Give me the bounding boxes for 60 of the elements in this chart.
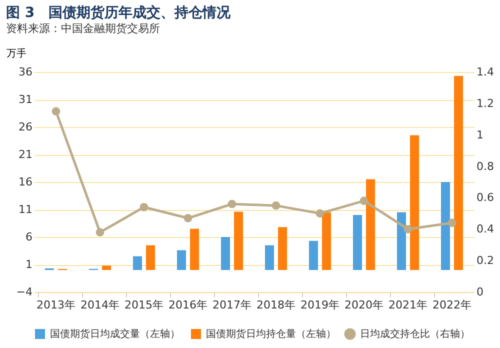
point [96, 228, 104, 236]
point [448, 218, 456, 228]
y-tick-label: 26 [18, 120, 32, 134]
point [360, 196, 368, 206]
bar [410, 135, 420, 270]
x-tick-label: 2017年 [212, 298, 252, 312]
y2-tick-label: 0.8 [476, 160, 494, 173]
point [140, 202, 148, 212]
y-tick-label: 31 [18, 93, 32, 106]
y2-tick-label: 0.2 [476, 254, 494, 268]
bar [220, 237, 230, 270]
text: 资料来源：中国金融期货交易所 [6, 22, 160, 35]
x-tick-label: 2020年 [344, 298, 384, 312]
bar [132, 256, 142, 270]
point [404, 224, 412, 234]
y-axis-title: 万手 [6, 48, 26, 60]
point [184, 214, 192, 222]
y2-tick-label: 0.6 [476, 191, 494, 204]
y-tick-label: 11 [18, 203, 32, 216]
legend-label: 日均成交持仓比（右轴） [360, 328, 470, 340]
bar [102, 266, 112, 270]
x-tick-label: 2016年 [168, 298, 208, 312]
x-tick-label: 2014年 [80, 298, 120, 312]
legend-label: 国债期货日均成交量（左轴） [50, 328, 180, 340]
bar [440, 182, 450, 270]
point [272, 201, 280, 210]
y2-tick-label: 1.4 [476, 66, 494, 78]
y-tick-label: 36 [18, 66, 32, 78]
y2-tick-label: 1 [476, 128, 484, 142]
bar [308, 240, 318, 270]
point [52, 107, 60, 116]
point [316, 209, 324, 218]
y2-tick-label: 0 [476, 286, 484, 298]
bar [234, 212, 244, 270]
x-tick-label: 2015年 [124, 298, 164, 312]
bar [352, 215, 362, 270]
x-tick-label: 2018年 [256, 298, 296, 312]
point [228, 200, 236, 208]
bar [396, 212, 406, 270]
bar [278, 227, 288, 270]
x-tick-label: 2021年 [388, 298, 428, 312]
x-tick-label: 2013年 [36, 298, 76, 312]
y2-tick-label: 0.4 [476, 222, 494, 236]
y-tick-label: 16 [18, 176, 32, 188]
bar [176, 250, 186, 270]
y2-tick-label: 1.2 [476, 96, 494, 110]
bar [146, 245, 156, 270]
y-tick-label: 1 [26, 258, 32, 271]
bar [322, 212, 332, 270]
x-tick-label: 2019年 [300, 298, 340, 312]
bar [454, 76, 464, 270]
x-tick-label: 2022年 [432, 298, 472, 312]
y-tick-label: −4 [16, 286, 32, 298]
legend-label: 国债期货日均持仓量（左轴） [206, 328, 336, 340]
bar [264, 245, 274, 270]
chart-title: 图 3 国债期货历年成交、持仓情况 [6, 4, 232, 21]
bar [190, 228, 200, 270]
y-tick-label: 21 [18, 148, 32, 161]
bar [366, 179, 376, 270]
y-tick-label: 6 [26, 230, 32, 244]
